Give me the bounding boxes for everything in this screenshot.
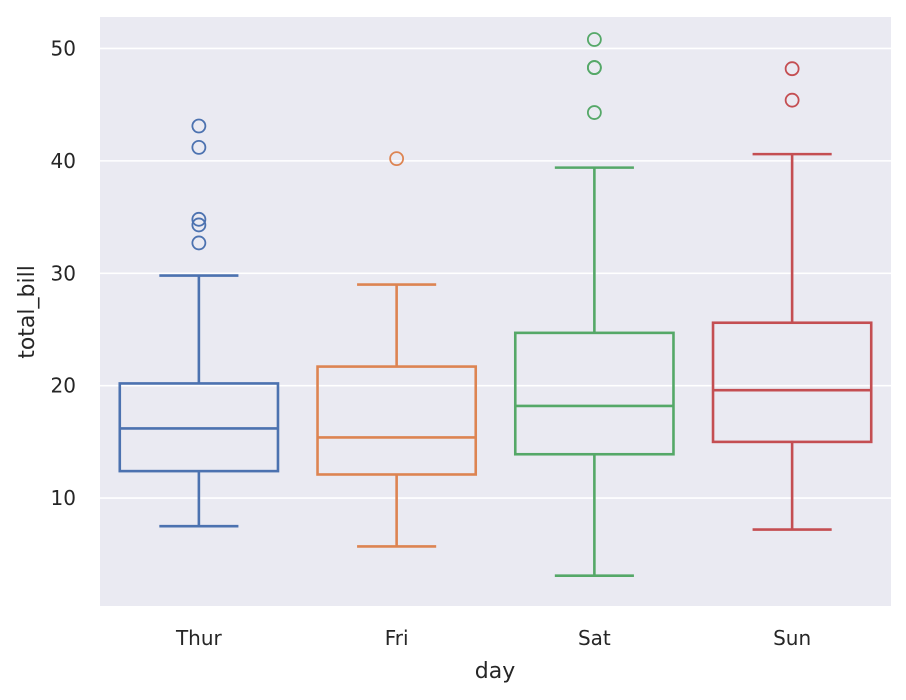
- y-tick-label-40: 40: [51, 149, 76, 173]
- box-sun: [711, 321, 873, 444]
- outlier-thur-2: [191, 211, 207, 227]
- outlier-thur-0: [191, 118, 207, 134]
- x-axis-ticks: Thur Fri Sat Sun: [175, 626, 811, 650]
- box-group-sun: [711, 61, 873, 531]
- outlier-thur-3: [191, 217, 207, 233]
- x-tick-label-fri: Fri: [385, 626, 409, 650]
- y-tick-label-30: 30: [51, 261, 76, 285]
- x-axis-label: day: [475, 659, 515, 684]
- y-axis-label: total_bill: [15, 265, 40, 359]
- box-group-thur: [118, 118, 280, 528]
- y-axis-ticks: 10 20 30 40 50: [51, 36, 76, 510]
- outlier-sat-0: [586, 32, 602, 47]
- x-tick-label-sat: Sat: [578, 626, 611, 650]
- outlier-sat-2: [586, 60, 602, 75]
- outlier-sun-1: [784, 92, 800, 108]
- boxes: [118, 32, 873, 577]
- box-sat: [513, 331, 675, 456]
- box-group-sat: [513, 32, 675, 577]
- box-fri: [316, 365, 478, 476]
- plot-area: [100, 17, 891, 606]
- y-tick-label-20: 20: [51, 374, 76, 398]
- outlier-sat-3: [586, 105, 602, 120]
- outlier-sun-0: [784, 61, 800, 77]
- y-gridlines: [100, 47, 891, 499]
- outlier-thur-4: [191, 235, 207, 251]
- x-tick-label-sun: Sun: [773, 626, 811, 650]
- x-tick-label-thur: Thur: [175, 626, 223, 650]
- outlier-fri-0: [389, 151, 405, 167]
- y-tick-label-50: 50: [51, 36, 76, 60]
- outlier-thur-1: [191, 139, 207, 155]
- y-tick-label-10: 10: [51, 486, 76, 510]
- box-group-fri: [316, 151, 478, 548]
